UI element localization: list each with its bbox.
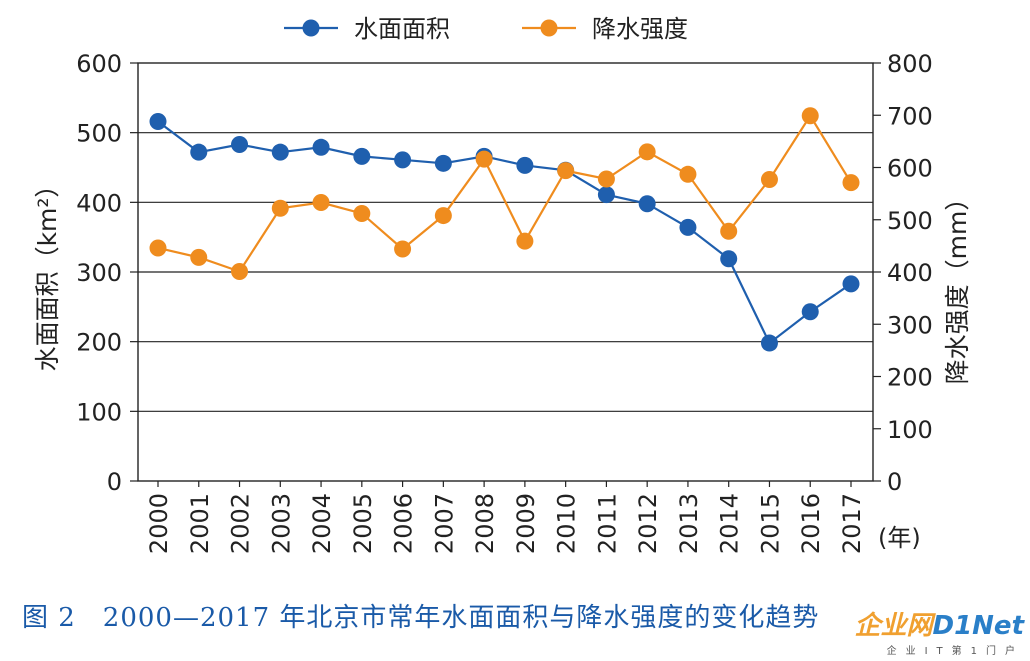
figure-caption: 图 2 2000—2017 年北京市常年水面面积与降水强度的变化趋势 [22, 603, 820, 633]
x-tick-label: 2004 [308, 493, 336, 554]
x-tick-label: 2006 [390, 493, 418, 554]
legend-marker [540, 19, 558, 37]
dual-axis-line-chart: 0 100 200 300 400 500 600 0 100 200 300 400 500 600 7… [33, 15, 972, 554]
series-2-point [231, 262, 249, 280]
x-tick-label: 2010 [553, 493, 581, 554]
series-1-point [801, 303, 819, 321]
x-tick-label: 2016 [797, 493, 825, 554]
left-y-tick-label: 500 [76, 120, 122, 148]
x-tick-label: 2003 [267, 493, 295, 554]
x-tick-label: 2013 [675, 493, 703, 554]
x-tick-label: 2009 [512, 493, 540, 554]
series-1-point [638, 195, 656, 213]
series-1-point [434, 154, 452, 172]
series-1-point [312, 138, 330, 156]
series-1-point [271, 143, 289, 161]
right-y-tick-label: 400 [887, 259, 933, 287]
series-2-point [801, 107, 819, 125]
watermark-logo-left: 企业网 [854, 611, 933, 641]
series-2-point [394, 240, 412, 258]
series-2-point [475, 150, 493, 168]
series-1-point [597, 186, 615, 204]
series-2-point [312, 194, 330, 212]
right-y-tick-label: 700 [887, 102, 933, 130]
legend-label: 水面面积 [354, 15, 450, 43]
axes [130, 62, 881, 487]
x-axis-unit: (年) [878, 524, 921, 552]
watermark-logo: 企业网D1Net [854, 605, 1024, 642]
legend-marker [302, 19, 320, 37]
right-y-tick-label: 500 [887, 207, 933, 235]
left-y-tick-label: 0 [107, 468, 122, 496]
x-tick-label: 2005 [349, 493, 377, 554]
left-y-axis-label: 水面面积（km²） [33, 173, 62, 372]
x-tick-label: 2001 [186, 493, 214, 554]
x-tick-label: 2007 [430, 493, 458, 554]
series-1-point [353, 147, 371, 165]
series-2-point [638, 143, 656, 161]
series-2-point [720, 222, 738, 240]
x-tick-label: 2012 [634, 493, 662, 554]
series-1-point [842, 275, 860, 293]
series-2-point [760, 171, 778, 189]
series-2-point [557, 162, 575, 180]
x-tick-label: 2000 [145, 493, 173, 554]
series-layer [149, 107, 860, 352]
series-2-point [190, 248, 208, 266]
series-2-point [597, 170, 615, 188]
right-y-tick-labels: 0 100 200 300 400 500 600 700 800 [887, 50, 933, 496]
left-y-tick-label: 600 [76, 50, 122, 78]
right-y-axis-label: 降水强度（mm） [943, 186, 972, 385]
series-2-point [149, 239, 167, 257]
watermark-subtitle: 企业IT第1门户 [886, 646, 1024, 657]
legend: 水面面积 降水强度 [284, 15, 688, 43]
series-2-point [679, 165, 697, 183]
series-1-point [190, 143, 208, 161]
series-1-point [760, 334, 778, 352]
right-y-tick-label: 100 [887, 416, 933, 444]
right-y-tick-label: 0 [887, 468, 902, 496]
series-1-point [679, 218, 697, 236]
series-1-point [516, 156, 534, 174]
series-2-point [516, 232, 534, 250]
right-y-tick-label: 200 [887, 364, 933, 392]
left-y-tick-label: 100 [76, 398, 122, 426]
left-y-tick-label: 300 [76, 259, 122, 287]
left-y-tick-label: 200 [76, 329, 122, 357]
series-1-point [149, 113, 167, 131]
x-tick-label: 2008 [471, 493, 499, 554]
watermark-logo-right: D1Net [932, 611, 1025, 641]
x-tick-label: 2014 [716, 493, 744, 554]
right-y-tick-label: 600 [887, 155, 933, 183]
x-tick-label: 2011 [593, 493, 621, 554]
series-1-point [231, 136, 249, 154]
series-1-point [394, 151, 412, 169]
right-y-tick-label: 300 [887, 311, 933, 339]
series-2-point [271, 199, 289, 217]
x-tick-labels: 2000 2001 2002 2003 2004 2005 2006 2007 2008 2009… [145, 493, 866, 554]
series-line-1 [157, 120, 852, 345]
x-tick-label: 2017 [838, 493, 866, 554]
x-tick-label: 2015 [756, 493, 784, 554]
right-y-tick-label: 800 [887, 50, 933, 78]
watermark: 企业网D1Net 企业IT第1门户 [854, 605, 1024, 657]
series-2-point [434, 207, 452, 225]
left-y-tick-label: 400 [76, 189, 122, 217]
series-2-point [353, 204, 371, 222]
series-2-point [842, 174, 860, 192]
series-line-2 [157, 113, 852, 273]
left-y-tick-labels: 0 100 200 300 400 500 600 [76, 50, 122, 496]
x-tick-label: 2002 [227, 493, 255, 554]
series-1-point [720, 250, 738, 268]
legend-label: 降水强度 [592, 15, 688, 43]
